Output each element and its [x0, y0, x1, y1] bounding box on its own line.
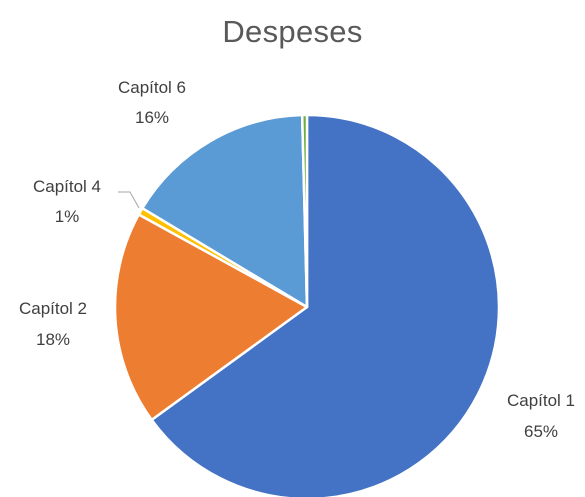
data-label-name-cap-tol-2: Capítol 2: [19, 299, 87, 318]
data-label-name-cap-tol-4: Capítol 4: [33, 177, 101, 196]
data-label-name-cap-tol-1: Capítol 1: [507, 391, 575, 410]
pie-slice-unlabeled-4: [300, 113, 309, 309]
pie-slice-cap-tol-2: [113, 213, 309, 422]
data-label-percent-cap-tol-2: 18%: [36, 330, 70, 349]
leader-line-cap-tol-4: [118, 191, 140, 209]
data-label-percent-cap-tol-6: 16%: [135, 108, 169, 127]
data-label-percent-cap-tol-1: 65%: [524, 422, 558, 441]
chart-title: Despeses: [222, 14, 363, 49]
data-label-percent-cap-tol-4: 1%: [55, 207, 80, 226]
data-label-name-cap-tol-6: Capítol 6: [118, 78, 186, 97]
pie-slice-cap-tol-1: [150, 113, 501, 497]
pie-slice-cap-tol-6: [141, 113, 309, 309]
